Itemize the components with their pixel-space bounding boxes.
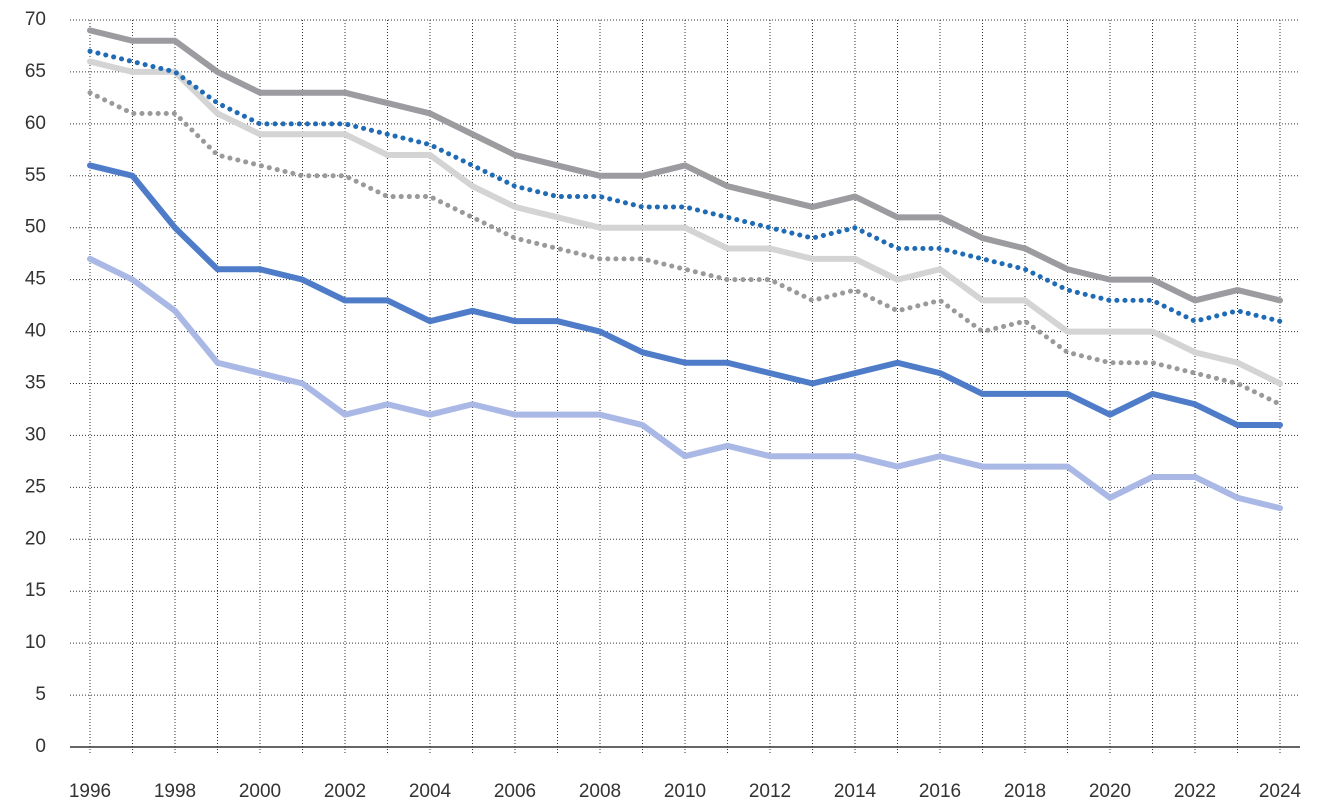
x-tick-label: 2024: [1259, 781, 1302, 802]
x-tick-label: 2022: [1174, 781, 1216, 802]
y-tick-label: 35: [25, 373, 46, 394]
x-tick-label: 2002: [324, 781, 366, 802]
y-tick-label: 25: [25, 476, 46, 497]
y-tick-label: 5: [35, 684, 46, 705]
y-tick-label: 55: [25, 165, 46, 186]
x-tick-label: 2008: [579, 781, 621, 802]
series-line: [87, 255, 1283, 512]
x-tick-label: 2000: [239, 781, 281, 802]
series-line: [87, 58, 1283, 387]
x-tick-label: 2016: [919, 781, 961, 802]
y-tick-label: 40: [25, 321, 46, 342]
series-line: [87, 27, 1283, 304]
series-line: [87, 162, 1283, 429]
y-tick-label: 15: [25, 580, 46, 601]
y-tick-label: 45: [25, 269, 46, 290]
y-tick-label: 50: [25, 217, 46, 238]
y-tick-label: 0: [35, 736, 46, 757]
y-tick-label: 10: [25, 632, 46, 653]
x-tick-label: 2012: [749, 781, 791, 802]
x-tick-label: 2010: [664, 781, 706, 802]
y-tick-label: 70: [25, 9, 46, 30]
series-line: [87, 90, 1283, 407]
x-tick-label: 1996: [69, 781, 111, 802]
y-tick-label: 60: [25, 113, 46, 134]
x-tick-label: 1998: [154, 781, 196, 802]
x-tick-label: 2014: [834, 781, 877, 802]
x-tick-label: 2006: [494, 781, 536, 802]
y-tick-label: 30: [25, 424, 46, 445]
x-tick-label: 2020: [1089, 781, 1131, 802]
y-tick-label: 20: [25, 528, 46, 549]
y-tick-label: 65: [25, 61, 46, 82]
x-tick-label: 2018: [1004, 781, 1046, 802]
x-tick-label: 2004: [409, 781, 452, 802]
